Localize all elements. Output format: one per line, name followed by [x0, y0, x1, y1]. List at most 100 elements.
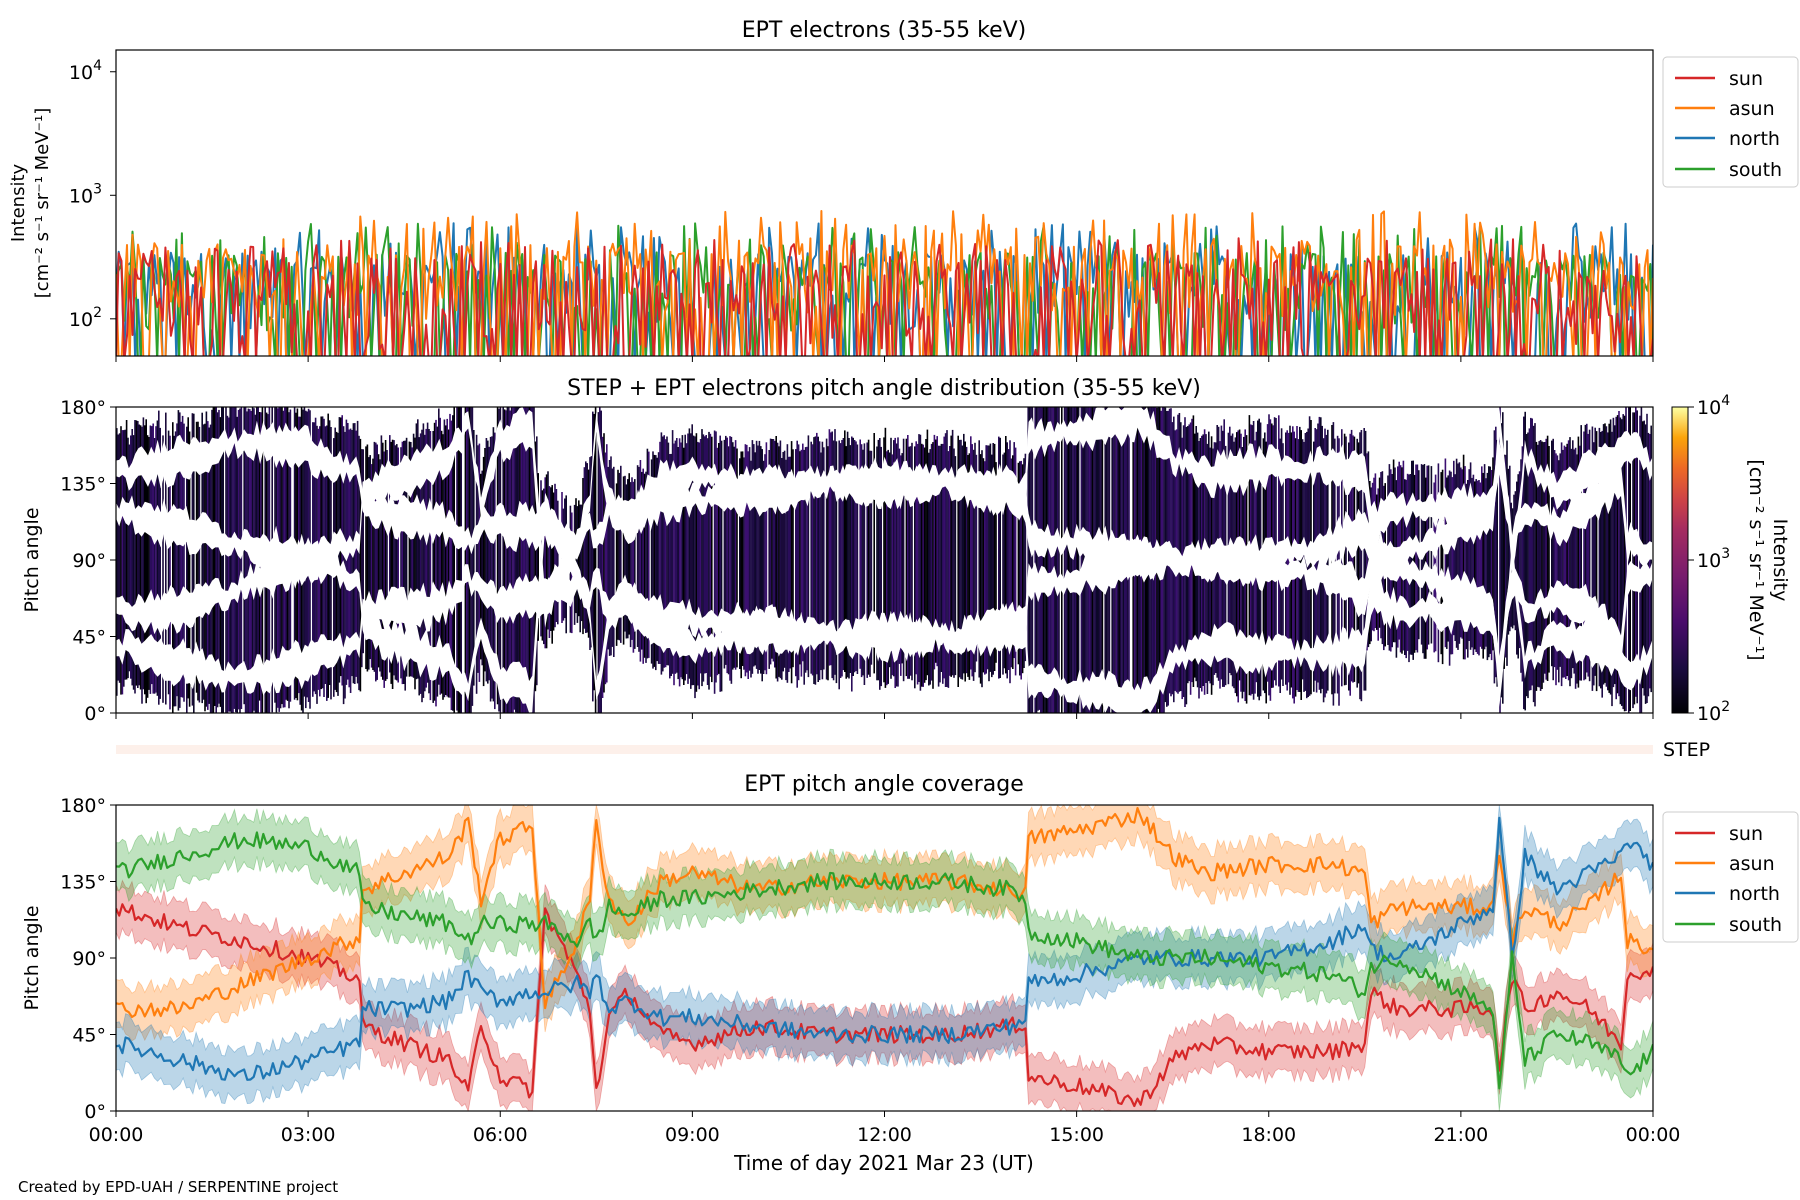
heatmap-cell [1048, 407, 1050, 713]
xtick-label: 21:00 [1433, 1124, 1488, 1146]
heatmap-cell [1009, 440, 1011, 684]
heatmap-cell [697, 441, 699, 686]
heatmap-cell [1527, 432, 1529, 699]
heatmap-cell [236, 416, 238, 713]
heatmap-cell [225, 407, 227, 713]
heatmap-cell [249, 409, 251, 713]
heatmap-cell [704, 436, 706, 674]
heatmap-cell [466, 407, 468, 713]
heatmap-cell [529, 407, 531, 713]
heatmap-cell [940, 443, 943, 672]
heatmap-cell [887, 449, 889, 684]
heatmap-cell [1503, 454, 1505, 669]
heatmap-cell [601, 436, 604, 698]
heatmap-cell [457, 407, 460, 713]
heatmap-cell [1593, 442, 1595, 686]
heatmap-cell [526, 407, 528, 713]
heatmap-cell [1551, 440, 1553, 667]
heatmap-cell [1010, 458, 1013, 668]
heatmap-cell [552, 492, 555, 631]
heatmap-cell [158, 410, 160, 705]
heatmap-cell [1427, 465, 1430, 645]
heatmap-cell [537, 473, 539, 641]
panel3-bands-group [116, 805, 1653, 1111]
heatmap-cell [771, 439, 773, 659]
heatmap-cell [1013, 442, 1015, 659]
panel1-ytick-label: 103 [69, 181, 102, 207]
heatmap-cell [1447, 475, 1449, 642]
heatmap-cell [1082, 407, 1084, 713]
heatmap-cell [1499, 407, 1501, 713]
heatmap-cell [951, 429, 954, 676]
heatmap-cell [1343, 433, 1346, 686]
heatmap-cell [585, 461, 587, 633]
heatmap-cell [527, 407, 530, 713]
heatmap-cell [1003, 452, 1006, 669]
heatmap-cell [599, 407, 601, 713]
heatmap-cell [1539, 440, 1542, 691]
heatmap-cell [579, 504, 581, 633]
panel1-legend: sun asun north south [1662, 56, 1799, 188]
heatmap-cell [684, 434, 686, 681]
heatmap-cell [984, 461, 986, 675]
heatmap-cell [391, 439, 394, 689]
heatmap-cell [1583, 431, 1585, 681]
heatmap-cell [726, 437, 728, 674]
heatmap-cell [943, 436, 945, 679]
heatmap-cell [1632, 412, 1634, 709]
heatmap-cell [443, 419, 446, 698]
heatmap-cell [869, 450, 871, 677]
heatmap-cell [762, 460, 765, 674]
heatmap-cell [1051, 407, 1053, 713]
series-line-sun [116, 237, 1653, 356]
heatmap-cell [739, 458, 741, 669]
heatmap-cell [195, 421, 198, 693]
heatmap-cell [859, 439, 861, 669]
heatmap-cell [1286, 430, 1288, 691]
heatmap-cell [397, 447, 399, 683]
heatmap-cell [589, 457, 591, 650]
heatmap-cell [470, 407, 472, 713]
heatmap-cell [482, 456, 485, 687]
heatmap-cell [156, 420, 159, 696]
heatmap-cell [502, 407, 504, 713]
heatmap-cell [988, 445, 990, 682]
heatmap-cell [370, 464, 373, 668]
heatmap-cell [764, 454, 766, 671]
heatmap-cell [750, 460, 752, 678]
heatmap-cell [1584, 424, 1587, 680]
heatmap-cell [747, 451, 749, 679]
panel3-legend-label-north: north [1729, 883, 1780, 905]
heatmap-cell [1464, 466, 1466, 660]
heatmap-cell [1040, 407, 1042, 713]
heatmap-cell [650, 459, 653, 664]
heatmap-cell [636, 465, 639, 647]
heatmap-cell [142, 417, 145, 690]
heatmap-cell [690, 433, 692, 689]
heatmap-cell [1440, 472, 1442, 655]
heatmap-cell [923, 447, 926, 683]
heatmap-cell [174, 431, 177, 707]
heatmap-cell [247, 408, 250, 713]
heatmap-cell [1517, 474, 1519, 659]
heatmap-cell [531, 407, 534, 713]
colorbar-label-line1: Intensity [1769, 519, 1791, 602]
heatmap-cell [855, 441, 857, 671]
heatmap-cell [1537, 444, 1539, 687]
heatmap-cell [1518, 471, 1521, 649]
heatmap-cell [1524, 411, 1526, 711]
heatmap-cell [401, 441, 404, 685]
coverage-line-sun [116, 903, 1653, 1108]
heatmap-cell [1502, 412, 1504, 704]
heatmap-cell [1412, 460, 1414, 660]
heatmap-cell [842, 438, 845, 671]
heatmap-cell [530, 407, 532, 713]
heatmap-cell [1479, 482, 1482, 647]
heatmap-cell [1474, 481, 1476, 650]
heatmap-cell [473, 430, 475, 686]
heatmap-cell [802, 443, 804, 662]
panel1-ytick-exp: 4 [93, 58, 102, 74]
heatmap-cell [155, 426, 157, 693]
heatmap-cell [928, 452, 930, 686]
heatmap-cell [716, 447, 719, 676]
